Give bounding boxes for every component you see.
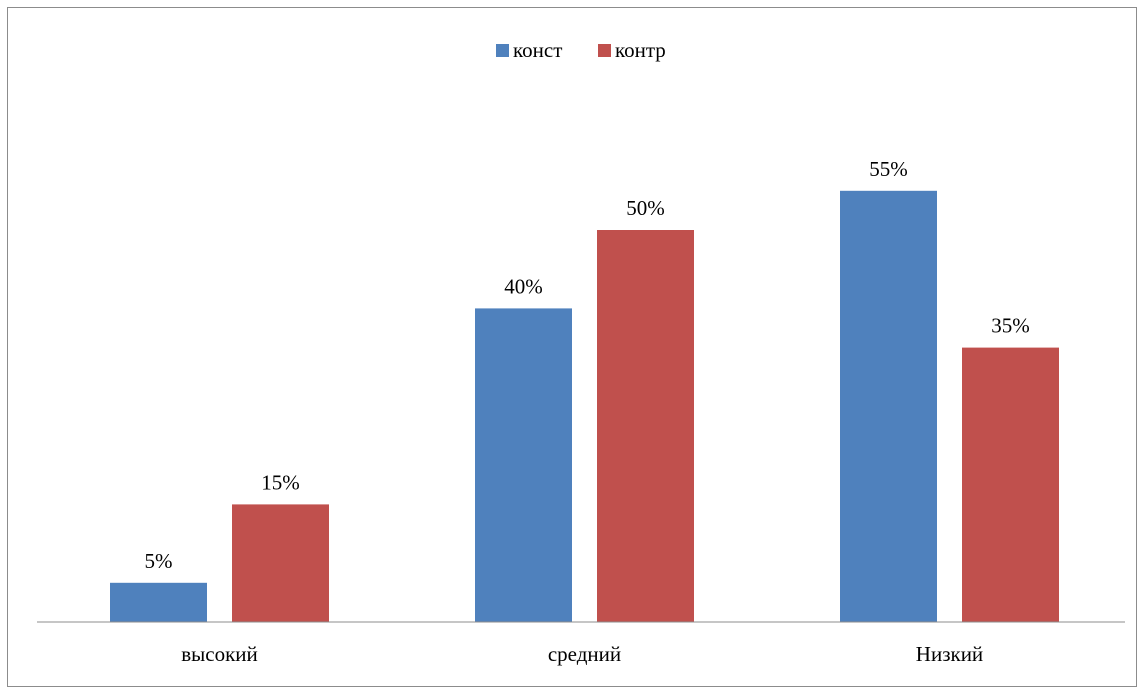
- bar-konst-1: [475, 308, 572, 622]
- bar-konst-0: [110, 582, 207, 622]
- x-tick-labels: высокий средний Низкий: [181, 642, 983, 666]
- legend-swatch-kontr: [598, 44, 611, 57]
- legend-label-kontr: контр: [615, 38, 666, 62]
- legend-label-konst: конст: [513, 38, 562, 62]
- data-label-kontr-1: 50%: [626, 196, 665, 220]
- x-tick-label-0: высокий: [181, 642, 258, 666]
- data-label-konst-0: 5%: [145, 549, 173, 573]
- bar-konst-2: [840, 190, 937, 623]
- legend: конст контр: [496, 38, 666, 62]
- data-label-konst-2: 55%: [869, 157, 908, 181]
- data-label-konst-1: 40%: [504, 274, 543, 298]
- x-tick-label-1: средний: [548, 642, 621, 666]
- legend-swatch-konst: [496, 44, 509, 57]
- bar-kontr-1: [597, 230, 694, 622]
- data-label-kontr-2: 35%: [991, 314, 1030, 338]
- bar-kontr-2: [962, 347, 1059, 622]
- x-tick-label-2: Низкий: [916, 642, 983, 666]
- data-labels-group: 5% 15% 40% 50% 55% 35%: [145, 157, 1030, 573]
- bar-kontr-0: [232, 504, 329, 622]
- bars-group: [110, 190, 1059, 623]
- data-label-kontr-0: 15%: [261, 470, 300, 494]
